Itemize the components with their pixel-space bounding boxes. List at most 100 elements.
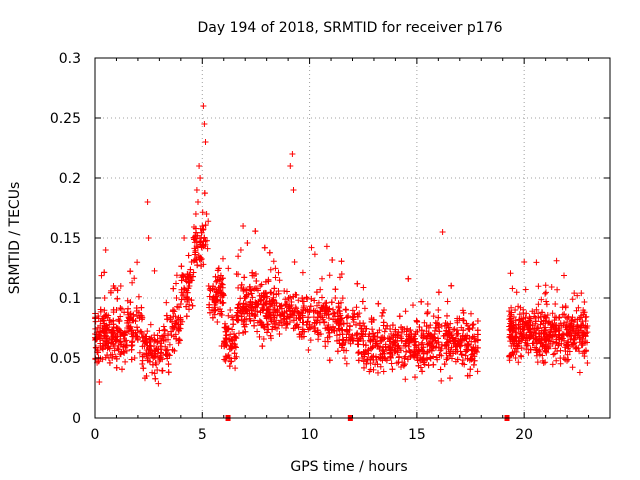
data-point: [134, 337, 141, 343]
data-point: [402, 308, 409, 315]
data-point: [178, 263, 185, 270]
data-point: [464, 372, 471, 379]
data-point: [343, 314, 350, 321]
data-point: [515, 338, 522, 345]
data-point: [242, 305, 249, 312]
data-point: [553, 325, 560, 331]
data-point: [277, 317, 284, 324]
data-point: [359, 298, 366, 305]
data-point: [371, 333, 378, 340]
data-point: [248, 290, 255, 297]
data-point: [145, 235, 152, 241]
data-point: [553, 257, 560, 264]
data-point: [549, 322, 556, 329]
data-point: [181, 286, 188, 293]
data-point: [179, 292, 186, 299]
data-point: [345, 313, 352, 320]
y-tick-label: 0.3: [59, 51, 81, 67]
data-point: [151, 343, 157, 349]
data-point: [291, 259, 298, 265]
data-point: [201, 121, 208, 127]
data-point: [579, 318, 586, 325]
data-point: [286, 314, 293, 321]
data-point: [134, 313, 140, 320]
data-point: [532, 344, 538, 351]
data-point: [529, 340, 536, 347]
data-point: [283, 308, 290, 315]
data-point: [430, 313, 437, 320]
data-point: [508, 311, 514, 318]
data-point: [202, 237, 209, 244]
data-point: [258, 297, 265, 304]
data-point: [510, 328, 517, 335]
data-point: [443, 342, 450, 349]
data-point: [165, 351, 172, 358]
data-point: [274, 325, 280, 332]
data-point: [134, 259, 141, 266]
data-point: [471, 357, 478, 364]
data-point: [387, 326, 394, 332]
data-point: [389, 352, 396, 358]
data-point: [191, 251, 198, 258]
data-point: [543, 301, 550, 308]
data-point: [255, 287, 261, 294]
data-point: [146, 358, 153, 365]
data-point: [110, 343, 117, 349]
data-point: [356, 320, 363, 327]
data-point: [142, 333, 149, 340]
data-points: [92, 103, 591, 387]
data-point: [444, 298, 451, 305]
data-point: [543, 289, 549, 296]
data-point: [339, 295, 346, 302]
data-point: [561, 311, 568, 318]
data-point: [125, 305, 131, 312]
data-point: [469, 325, 476, 331]
data-point: [290, 187, 297, 193]
data-point: [550, 351, 557, 358]
x-tick-labels: 0 5 10 15 20: [91, 427, 534, 443]
data-point: [512, 307, 519, 313]
data-point: [361, 364, 367, 371]
data-point: [355, 337, 362, 344]
data-point: [537, 351, 543, 358]
data-point: [564, 345, 571, 352]
data-point: [520, 306, 527, 313]
data-point: [454, 356, 461, 363]
data-point: [431, 334, 438, 341]
data-point: [279, 322, 285, 329]
data-point: [563, 341, 570, 348]
data-point: [407, 337, 414, 343]
data-point: [363, 360, 370, 367]
data-point: [136, 349, 143, 356]
data-point: [526, 315, 533, 322]
data-point: [561, 272, 567, 279]
data-point: [217, 292, 224, 299]
data-point: [135, 293, 142, 300]
data-point: [520, 326, 527, 333]
data-point: [251, 322, 258, 329]
data-point: [106, 345, 113, 352]
data-point: [561, 320, 567, 327]
data-point: [332, 295, 339, 301]
data-point: [432, 319, 439, 326]
data-point: [326, 311, 332, 318]
data-point: [102, 312, 109, 319]
data-point: [581, 331, 588, 337]
data-point: [259, 343, 266, 350]
data-point: [188, 297, 195, 304]
data-point: [102, 247, 109, 253]
data-point: [398, 324, 405, 331]
data-point: [435, 307, 442, 313]
data-point: [547, 328, 554, 335]
data-point: [389, 322, 396, 329]
data-point: [202, 222, 209, 229]
data-point: [160, 337, 167, 343]
data-point: [322, 304, 329, 311]
data-point: [248, 287, 254, 294]
data-point: [370, 333, 377, 340]
data-point: [265, 321, 271, 328]
data-point: [272, 265, 279, 272]
x-tick-label: 5: [198, 427, 207, 443]
data-point: [198, 235, 205, 241]
data-point: [103, 337, 110, 343]
